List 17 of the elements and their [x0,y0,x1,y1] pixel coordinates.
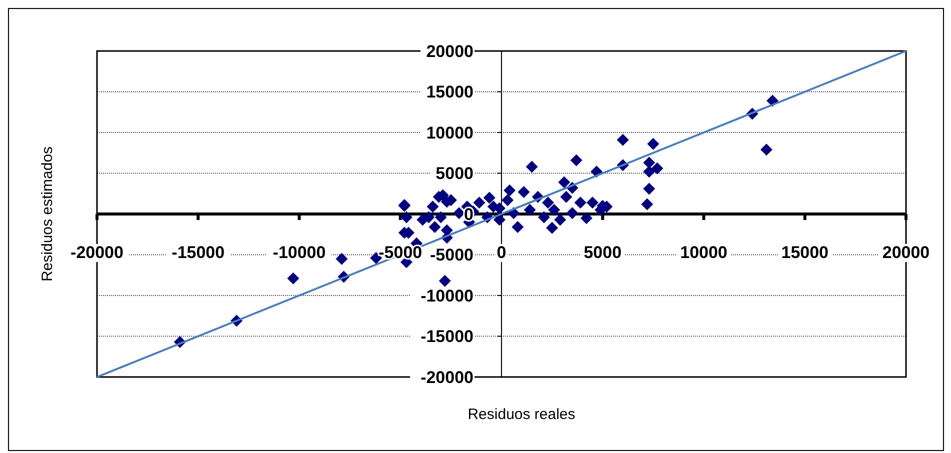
y-tick-label: 10000 [426,123,474,142]
y-axis-title: Residuos estimados [39,146,56,282]
y-tick-label: -20000 [420,368,474,387]
y-tick-label: 20000 [426,42,474,61]
y-tick-label: -15000 [420,327,474,346]
x-tick-label: -10000 [272,243,326,262]
x-axis-title: Residuos reales [468,406,576,423]
x-tick-label: 0 [496,243,506,262]
y-tick-label: 5000 [436,164,474,184]
x-tick-label: 5000 [584,243,622,262]
x-tick-label: -15000 [172,243,225,262]
y-tick-label: -10000 [420,286,474,306]
x-tick-label: 15000 [781,243,829,262]
x-tick-label: -20000 [70,243,124,262]
x-tick-label: 20000 [882,243,930,262]
x-tick-label: 10000 [680,243,728,262]
y-tick-label: 15000 [426,82,474,102]
